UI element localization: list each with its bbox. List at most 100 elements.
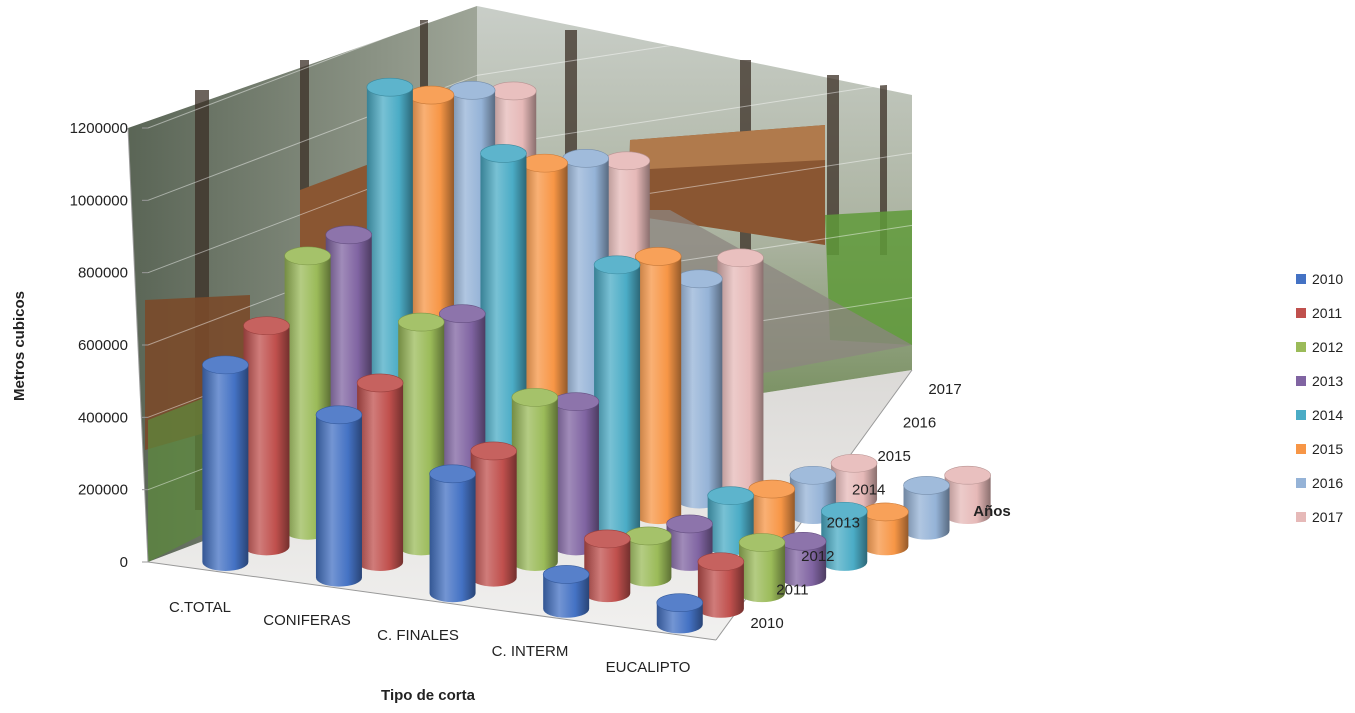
z-tick-label: 2015 (877, 448, 910, 465)
bar-body (821, 511, 868, 571)
bar-top (284, 246, 331, 266)
legend-label: 2012 (1312, 339, 1343, 355)
gridline (147, 0, 500, 129)
legend-item: 2016 (1296, 475, 1343, 491)
bar-2017-c-interm (830, 453, 878, 509)
bar-2010-coniferas (315, 405, 363, 587)
y-axis-title: Metros cubicos (11, 291, 28, 401)
bar-body (594, 264, 641, 540)
bar-body (748, 489, 795, 540)
bar-top (366, 77, 414, 97)
bar-2017-eucalipto (944, 465, 991, 525)
bar-body (635, 256, 682, 525)
bar-2012-c-finales (511, 388, 559, 571)
bar-top (356, 373, 404, 393)
bar-top (489, 81, 537, 101)
legend-item: 2014 (1296, 407, 1343, 423)
legend-item: 2013 (1296, 373, 1343, 389)
bar-body (543, 574, 590, 618)
legend-swatch (1296, 512, 1306, 522)
legend-swatch (1296, 478, 1306, 488)
bar-top (707, 486, 754, 505)
z-tick-label: 2014 (852, 481, 885, 498)
bar-body (243, 325, 290, 556)
bar-body (429, 473, 476, 603)
bar-2014-eucalipto (820, 501, 868, 571)
bar-body (552, 401, 599, 556)
bar-top (429, 464, 476, 484)
bar-body (862, 511, 909, 556)
bar-2015-c-interm (748, 479, 796, 540)
bar-top (583, 529, 631, 549)
legend-label: 2011 (1312, 305, 1342, 321)
bar-top (315, 405, 363, 425)
bar-body (944, 475, 991, 525)
bar-2017-c-finales (717, 248, 764, 493)
bar-2011-c-interm (583, 529, 631, 603)
bar-body (717, 257, 764, 493)
bar-top (243, 316, 290, 336)
bar-top (830, 453, 878, 473)
bar-body (676, 278, 723, 509)
bar-top (593, 255, 641, 275)
legend-label: 2014 (1312, 407, 1343, 423)
x-tick-label: CONIFERAS (263, 612, 351, 629)
legend-item: 2011 (1296, 305, 1342, 321)
z-tick-label: 2010 (750, 615, 783, 632)
legend-swatch (1296, 444, 1306, 454)
y-tick-label: 1200000 (70, 120, 128, 137)
z-tick-label: 2012 (801, 548, 834, 565)
x-tick-label: C. FINALES (377, 627, 459, 644)
bar-top (552, 392, 600, 411)
y-tick-label: 600000 (78, 337, 128, 354)
bar-body (780, 541, 827, 587)
legend-item: 2017 (1296, 509, 1343, 525)
bar-body (357, 382, 404, 571)
bar-2010-eucalipto (656, 593, 704, 634)
bar-body (511, 397, 558, 571)
bar-top (448, 80, 496, 100)
legend-label: 2017 (1312, 509, 1343, 525)
legend: 2010 2011 2012 2013 2014 2015 2016 2017 (1296, 271, 1343, 525)
bar-body (202, 364, 249, 571)
bar-body (697, 561, 744, 618)
bar-2010-c-total (202, 355, 249, 571)
bar-2010-c-interm (542, 565, 590, 618)
legend-item: 2010 (1296, 271, 1343, 287)
bar-top (656, 593, 704, 612)
y-tick-label: 0 (120, 554, 128, 571)
legend-label: 2016 (1312, 475, 1343, 491)
bar-top (820, 501, 868, 521)
bar-2015-c-finales (634, 247, 682, 525)
legend-swatch (1296, 410, 1306, 420)
axis-labels: 0 200000 400000 600000 800000 1000000 1200000 C… (11, 120, 1011, 704)
bar-body (903, 485, 950, 540)
bar-2013-eucalipto (779, 532, 827, 587)
x-tick-label: C. INTERM (492, 643, 569, 660)
bar-2016-eucalipto (903, 476, 950, 540)
bar-top (470, 441, 517, 461)
bar-top (634, 247, 682, 266)
bar-top (717, 248, 764, 268)
bar-2011-c-finales (470, 441, 517, 587)
bar-top (676, 269, 723, 289)
x-axis-line (147, 561, 717, 641)
bar-top (511, 388, 559, 407)
bar-2011-coniferas (356, 373, 404, 571)
bar-2016-c-finales (676, 269, 723, 509)
bar-top (789, 465, 837, 485)
bar-2014-c-finales (593, 255, 641, 540)
bar-2010-c-finales (429, 464, 476, 603)
bar-top (202, 355, 249, 375)
legend-swatch (1296, 376, 1306, 386)
bar-top (325, 225, 373, 245)
x-tick-label: EUCALIPTO (606, 659, 691, 676)
bar-top (862, 502, 909, 522)
bar-top (562, 149, 610, 168)
y-tick-label: 400000 (78, 409, 128, 426)
bar-top (407, 85, 455, 105)
x-tick-label: C.TOTAL (169, 599, 231, 616)
bar-body (584, 538, 631, 603)
bar-top (666, 514, 713, 534)
